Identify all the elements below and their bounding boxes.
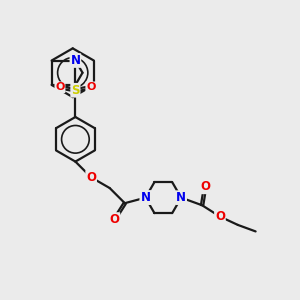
Text: O: O [200,180,210,193]
Text: N: N [70,54,80,67]
Text: O: O [86,171,96,184]
Text: O: O [55,82,64,92]
Text: N: N [140,191,151,204]
Text: O: O [86,82,95,92]
Text: N: N [140,191,151,204]
Text: N: N [176,191,186,204]
Text: O: O [110,213,119,226]
Text: O: O [215,210,225,223]
Text: S: S [71,84,80,97]
